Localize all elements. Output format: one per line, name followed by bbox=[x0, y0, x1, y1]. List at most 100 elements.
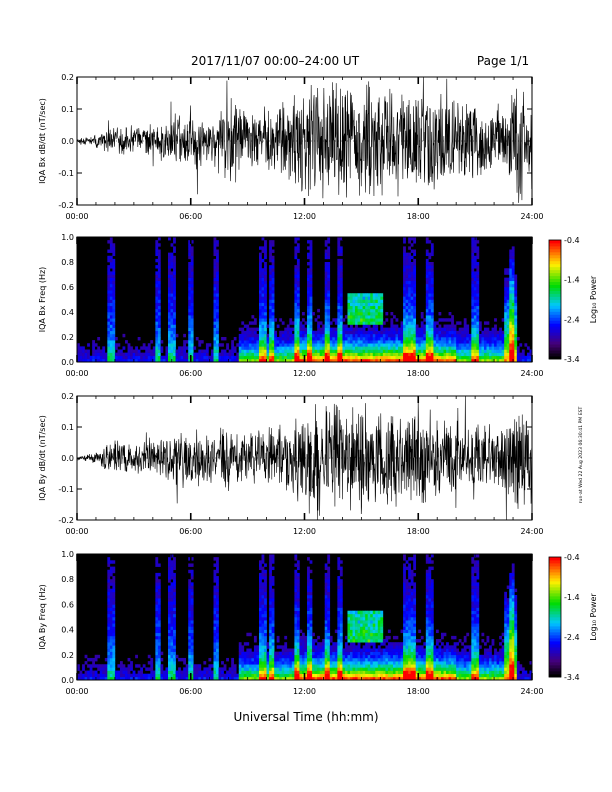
bx-spectrogram-cell bbox=[425, 349, 429, 353]
bx-spectrogram-cell bbox=[294, 274, 298, 278]
bx-spectrogram-cell bbox=[468, 340, 472, 344]
bx-spectrogram-cell bbox=[408, 287, 411, 291]
bx-spectrogram-cell bbox=[261, 305, 265, 310]
bx-spectrogram-cell bbox=[324, 346, 328, 350]
bx-spectrogram-cell bbox=[413, 308, 417, 313]
bx-spectrogram-cell bbox=[478, 358, 482, 363]
by-spectrogram-cell bbox=[213, 572, 217, 577]
bx-spectrogram-cell bbox=[443, 343, 447, 347]
by-spectrogram-cell bbox=[208, 673, 212, 678]
by-spectrogram-cell bbox=[294, 670, 298, 674]
by-spectrogram-cell bbox=[360, 617, 363, 621]
bx-spectrogram-cell bbox=[309, 262, 313, 266]
by-spectrogram-cell bbox=[188, 654, 192, 659]
bx-spectrogram-cell bbox=[360, 293, 363, 297]
bx-spectrogram-cell bbox=[173, 315, 176, 319]
by-spectrogram-cell bbox=[350, 657, 353, 662]
by-spectrogram-cell bbox=[99, 676, 103, 681]
by-spectrogram-cell bbox=[327, 645, 331, 649]
by-spectrogram-cell bbox=[370, 632, 374, 637]
bx-spectrogram-cell bbox=[266, 358, 270, 363]
by-spectrogram-cell bbox=[312, 639, 315, 643]
by-spectrogram-cell bbox=[109, 566, 113, 571]
bx-spectrogram-cell bbox=[312, 343, 315, 347]
bx-spectrogram-cell bbox=[430, 330, 434, 335]
bx-spectrogram-cell bbox=[236, 358, 240, 363]
bx-spectrogram-cell bbox=[433, 343, 437, 347]
bx-spectrogram-cell bbox=[261, 358, 265, 363]
bx-spectrogram-cell bbox=[188, 318, 192, 322]
bx-spectrogram-cell bbox=[259, 327, 262, 332]
bx-spectrogram-cell bbox=[481, 340, 485, 344]
bx-spectrogram-cell bbox=[269, 349, 272, 353]
by-spectrogram-cell bbox=[377, 670, 381, 674]
bx-spectrogram-cell bbox=[109, 349, 113, 353]
bx-spectrogram-cell bbox=[309, 343, 313, 347]
by-spectrogram-cell bbox=[109, 598, 113, 602]
by-spectrogram-cell bbox=[99, 667, 103, 671]
by-spectrogram-cell bbox=[173, 654, 176, 659]
bx-spectrogram-cell bbox=[155, 349, 159, 353]
by-spectrogram-cell bbox=[150, 673, 154, 678]
by-spectrogram-cell bbox=[342, 648, 346, 652]
by-spectrogram-cell bbox=[210, 664, 214, 668]
by-spectrogram-cell bbox=[304, 667, 308, 671]
bx-spectrogram-cell bbox=[339, 302, 343, 307]
bx-spectrogram-cell bbox=[372, 346, 376, 350]
bx-spectrogram-cell bbox=[253, 346, 257, 350]
bx-spectrogram-cell bbox=[299, 352, 303, 357]
bx-spectrogram-cell bbox=[413, 343, 417, 347]
bx-spectrogram-cell bbox=[526, 346, 530, 350]
by-spectrogram-cell bbox=[324, 673, 328, 678]
bx-spectrogram-cell bbox=[514, 277, 518, 282]
by-spectrogram-cell bbox=[289, 670, 293, 674]
bx-spectrogram-cell bbox=[170, 296, 174, 300]
bx-spectrogram-cell bbox=[324, 337, 328, 341]
by-spectrogram-cell bbox=[276, 673, 280, 678]
bx-spectrogram-cell bbox=[312, 355, 315, 360]
by-spectrogram-cell bbox=[347, 617, 351, 621]
bx-spectrogram-colorbar-cell bbox=[549, 257, 561, 262]
bx-spectrogram-cell bbox=[410, 296, 414, 300]
bx-spectrogram-cell bbox=[357, 315, 361, 319]
bx-spectrogram-cell bbox=[155, 274, 159, 278]
bx-spectrogram-cell bbox=[463, 358, 467, 363]
bx-spectrogram-cell bbox=[463, 333, 467, 338]
bx-spectrogram-cell bbox=[319, 352, 323, 357]
bx-spectrogram-cell bbox=[446, 358, 449, 363]
bx-spectrogram-cell bbox=[425, 315, 429, 319]
bx-spectrogram-cell bbox=[509, 265, 513, 269]
by-spectrogram-cell bbox=[259, 667, 262, 671]
bx-spectrogram-cell bbox=[347, 346, 351, 350]
bx-spectrogram-cell bbox=[433, 337, 437, 341]
bx-waveform-xtick-label: 00:00 bbox=[65, 212, 88, 221]
bx-spectrogram-cell bbox=[203, 355, 207, 360]
bx-spectrogram-cell bbox=[259, 258, 262, 263]
bx-spectrogram-cell bbox=[499, 358, 502, 363]
bx-spectrogram-cell bbox=[216, 287, 219, 291]
bx-spectrogram-cell bbox=[188, 283, 192, 288]
by-spectrogram-cell bbox=[216, 598, 219, 602]
bx-spectrogram-xtick-label: 12:00 bbox=[293, 369, 316, 378]
by-spectrogram-cell bbox=[339, 629, 343, 634]
by-spectrogram-cell bbox=[259, 620, 262, 624]
by-spectrogram-cell bbox=[157, 626, 161, 630]
bx-spectrogram-cell bbox=[296, 277, 300, 282]
by-spectrogram-cell bbox=[324, 623, 328, 627]
bx-spectrogram-cell bbox=[332, 355, 336, 360]
bx-spectrogram-cell bbox=[112, 293, 116, 297]
bx-spectrogram-cell bbox=[410, 330, 414, 335]
by-spectrogram-cell bbox=[94, 673, 98, 678]
by-spectrogram-cell bbox=[266, 670, 270, 674]
bx-spectrogram-cell bbox=[451, 321, 454, 325]
bx-spectrogram-cell bbox=[342, 324, 346, 328]
by-spectrogram-cell bbox=[210, 673, 214, 678]
bx-spectrogram-cell bbox=[299, 321, 303, 325]
bx-spectrogram-cell bbox=[190, 355, 194, 360]
by-spectrogram-cell bbox=[188, 594, 192, 599]
by-spectrogram-cell bbox=[261, 642, 265, 646]
bx-spectrogram-cell bbox=[339, 293, 343, 297]
bx-spectrogram-cell bbox=[170, 262, 174, 266]
bx-spectrogram-cell bbox=[210, 352, 214, 357]
by-spectrogram-cell bbox=[299, 648, 303, 652]
